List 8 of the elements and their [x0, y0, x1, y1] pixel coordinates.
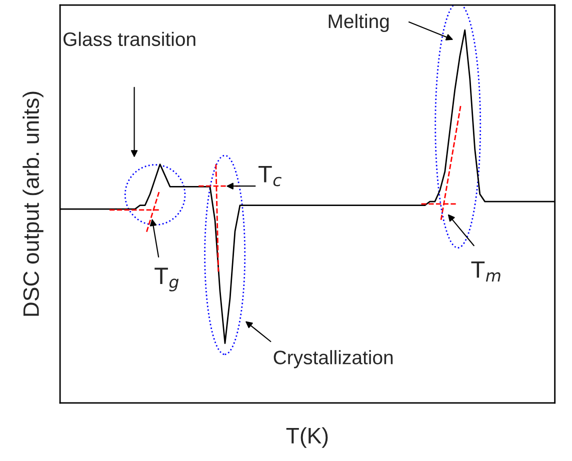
x-axis-title: T(K): [286, 427, 328, 448]
annotation: T$_{m}$: [471, 261, 500, 282]
y-axis-title: DSC output (arb. units): [22, 92, 44, 316]
annotation: Melting: [328, 14, 389, 32]
annotation: T$_{c}$: [258, 166, 282, 186]
annotation: Crystallization: [274, 350, 393, 368]
annotation: Glass transition: [64, 32, 196, 46]
annotation: T$_{g}$: [154, 268, 179, 292]
